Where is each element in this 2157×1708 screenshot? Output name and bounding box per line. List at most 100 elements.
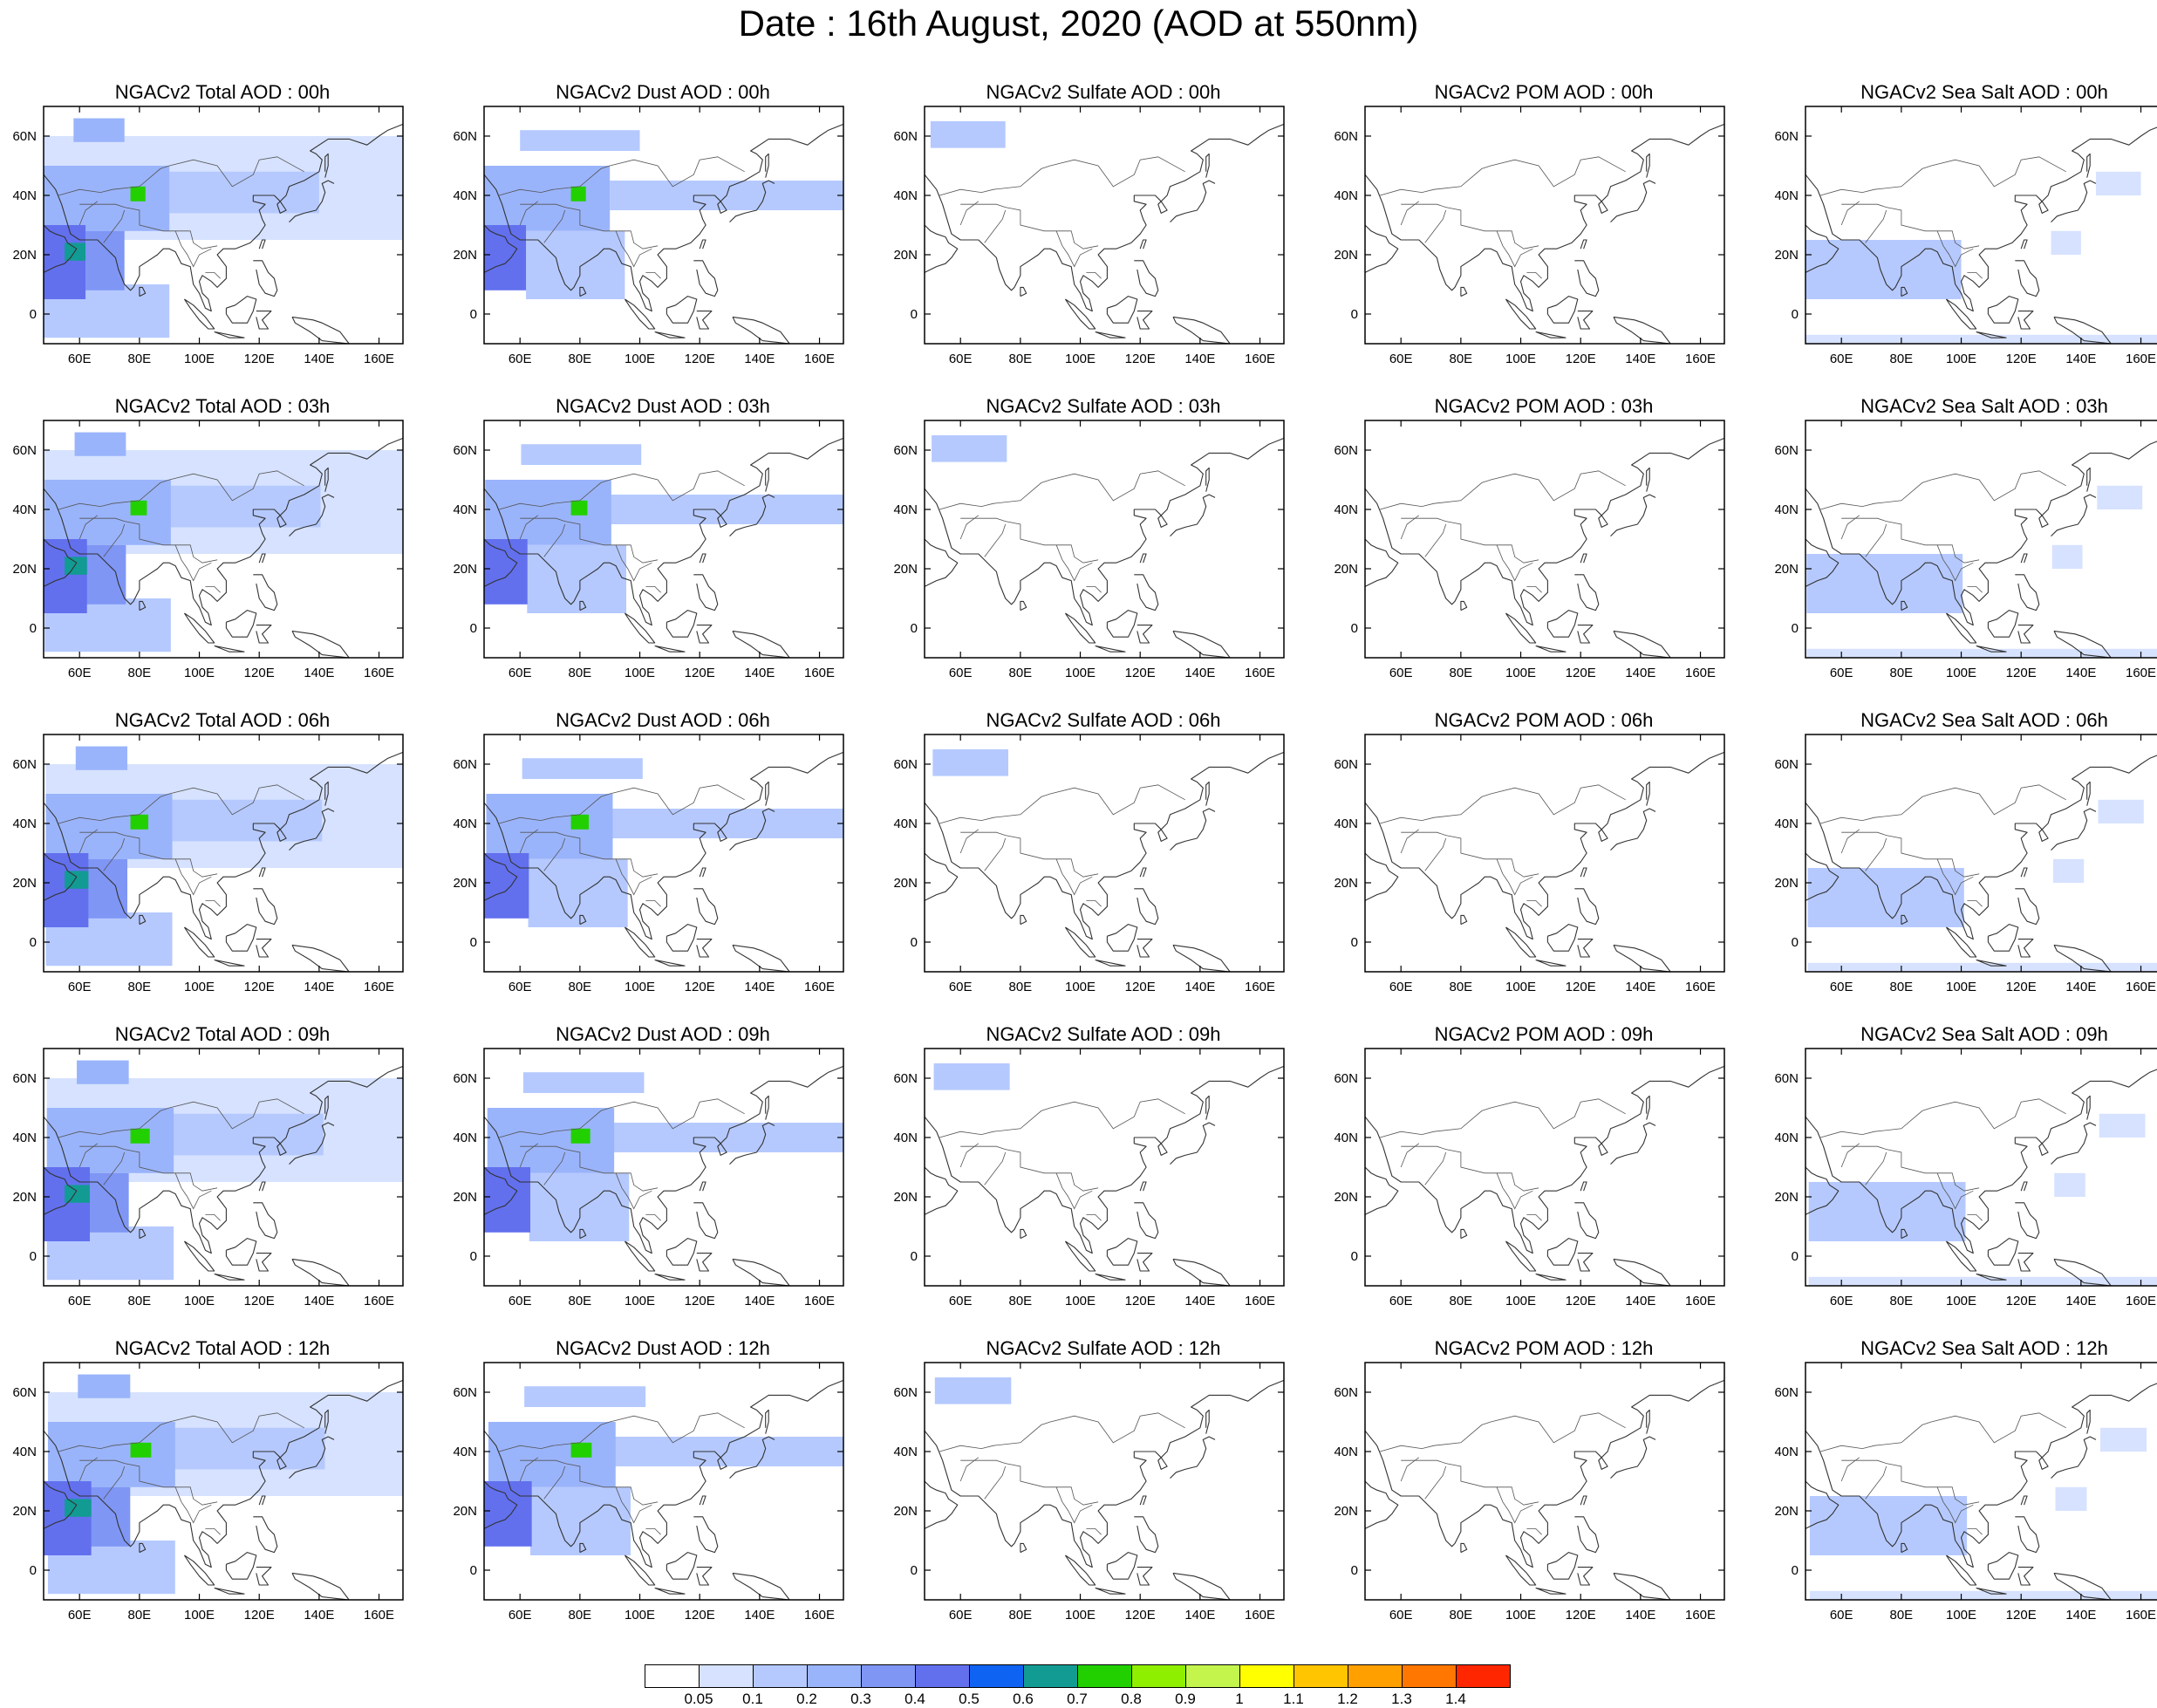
country-border — [645, 1527, 661, 1535]
lat-tick-label: 60N — [453, 1071, 477, 1086]
lon-tick-label: 60E — [1830, 352, 1853, 366]
colorbar-label: 0.6 — [1013, 1691, 1034, 1707]
coastline — [1064, 612, 1096, 644]
aod-region — [527, 544, 627, 613]
coastline — [43, 538, 78, 587]
coastline — [289, 180, 335, 222]
aod-region — [170, 485, 321, 528]
lon-tick-label: 80E — [1890, 352, 1914, 366]
lon-tick-label: 120E — [244, 1608, 275, 1623]
country-border — [960, 831, 1099, 878]
aod-region — [1808, 1276, 2157, 1286]
coastline — [654, 645, 686, 652]
coastline — [2017, 311, 2034, 330]
lat-tick-label: 20N — [1334, 248, 1358, 263]
aod-region — [44, 166, 170, 231]
coastline — [183, 298, 215, 330]
coastline — [1613, 1572, 1671, 1601]
panel-title: NGACv2 Sea Salt AOD : 09h — [1860, 1023, 2108, 1045]
coastline — [1646, 781, 1650, 806]
lon-tick-label: 160E — [2126, 666, 2156, 680]
coastline — [253, 574, 278, 611]
map-panel: NGACv2 Dust AOD : 12h 60E 80E 100E 120E 140E 1… — [445, 1336, 881, 1642]
lat-tick-label: 60N — [1774, 443, 1799, 458]
coastline — [1646, 1409, 1650, 1434]
country-border — [58, 470, 304, 510]
coastline — [1364, 1065, 1725, 1254]
country-border — [645, 585, 661, 593]
coastline — [43, 1065, 404, 1254]
country-border — [58, 1412, 304, 1452]
lon-tick-label: 120E — [1566, 1608, 1596, 1623]
aod-region — [522, 1072, 645, 1093]
plot-frame — [43, 420, 404, 659]
map-plot: 60E 80E 100E 120E 140E 160E 60N 40N 20N 0 — [1334, 734, 1725, 994]
country-border — [1086, 1527, 1102, 1535]
aod-region — [484, 853, 529, 919]
plot-frame — [43, 1362, 404, 1601]
panel-title: NGACv2 Sea Salt AOD : 00h — [1860, 81, 2108, 103]
coastline — [139, 600, 147, 611]
map-panel: NGACv2 Sea Salt AOD : 06h 60E 80E 100E 120E 1… — [1766, 708, 2157, 1014]
lon-tick-label: 60E — [509, 980, 532, 994]
lon-tick-label: 120E — [685, 1608, 715, 1623]
coastline — [1987, 1552, 2019, 1580]
coastline — [924, 852, 959, 901]
lat-tick-label: 0 — [1351, 621, 1358, 636]
country-border — [1967, 271, 1983, 279]
country-border — [1401, 1145, 1539, 1192]
map-panel: NGACv2 Total AOD : 09h 60E 80E 100E 120E 140E… — [4, 1022, 440, 1328]
coastline — [2051, 1436, 2097, 1479]
coastline — [1901, 286, 1908, 297]
lon-tick-label: 160E — [1685, 1608, 1716, 1623]
panel-title: NGACv2 Total AOD : 09h — [114, 1023, 331, 1045]
aod-region — [484, 1481, 532, 1547]
aod-region — [45, 794, 173, 859]
lat-tick-label: 20N — [453, 248, 477, 263]
aod-region — [1807, 868, 1964, 927]
lon-tick-label: 60E — [949, 352, 973, 366]
lon-tick-label: 100E — [184, 666, 215, 680]
aod-region — [614, 1437, 843, 1466]
map-plot: 60E 80E 100E 120E 140E 160E 60N 40N 20N 0 — [1334, 420, 1725, 680]
lon-tick-label: 140E — [2065, 352, 2096, 366]
coastline — [1535, 331, 1567, 338]
coastline — [1805, 1166, 1840, 1215]
coastline — [1460, 1542, 1468, 1554]
map-plot: 60E 80E 100E 120E 140E 160E 60N 40N 20N 0 — [12, 106, 404, 366]
colorbar-label: 0.7 — [1067, 1691, 1088, 1707]
coastline — [699, 867, 706, 878]
lon-tick-label: 100E — [184, 352, 215, 366]
coastline — [225, 1238, 257, 1266]
coastline — [214, 645, 245, 652]
country-border — [205, 585, 221, 593]
map-plot: 60E 80E 100E 120E 140E 160E 60N 40N 20N 0 — [1334, 1048, 1725, 1308]
coastline — [1020, 914, 1027, 926]
aod-region — [85, 544, 126, 605]
lat-tick-label: 60N — [893, 757, 918, 772]
map-panel: NGACv2 Total AOD : 12h 60E 80E 100E 120E 140E… — [4, 1336, 440, 1642]
coastline — [1805, 224, 1840, 273]
main-title: Date : 16th August, 2020 (AOD at 550nm) — [738, 3, 1419, 44]
coastline — [1945, 1240, 1977, 1272]
aod-region — [486, 794, 613, 859]
panel-title: NGACv2 Total AOD : 00h — [114, 81, 331, 103]
lon-tick-label: 120E — [244, 666, 275, 680]
country-border — [519, 515, 539, 540]
country-border — [959, 515, 980, 540]
lat-tick-label: 60N — [893, 129, 918, 144]
lat-tick-label: 60N — [1774, 1385, 1799, 1400]
country-border — [984, 523, 1007, 557]
lon-tick-label: 80E — [1450, 352, 1473, 366]
coastline — [693, 1516, 719, 1554]
coastline — [924, 1065, 1285, 1254]
coastline — [291, 1572, 350, 1601]
lat-tick-label: 0 — [1351, 307, 1358, 322]
lon-tick-label: 120E — [2006, 352, 2037, 366]
country-border — [519, 829, 539, 854]
lon-tick-label: 140E — [1184, 1608, 1215, 1623]
aod-region — [44, 480, 171, 545]
lon-tick-label: 160E — [1685, 352, 1716, 366]
aod-region — [1805, 334, 2157, 344]
coastline — [666, 296, 698, 324]
